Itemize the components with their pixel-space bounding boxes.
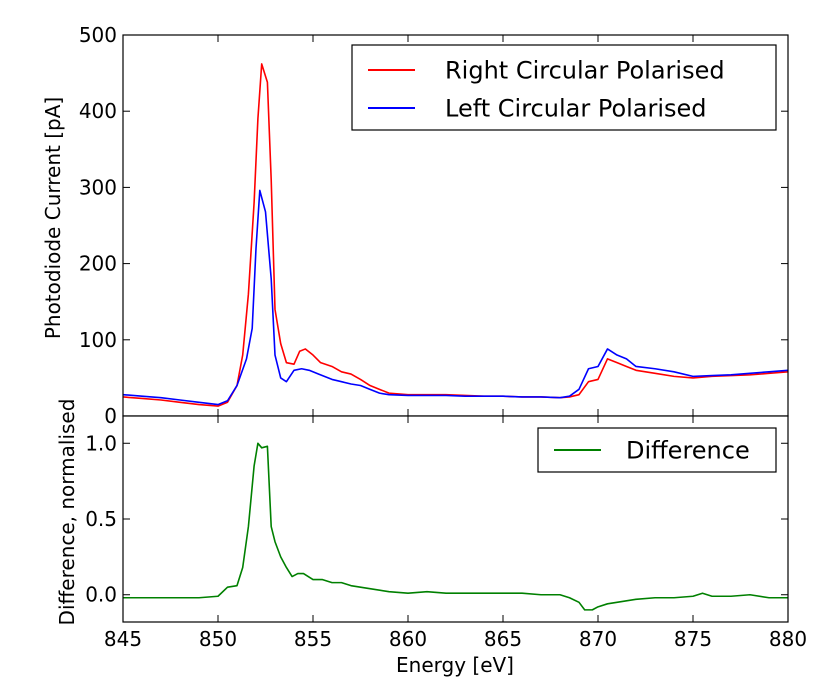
x-axis-title: Energy [eV] (396, 653, 514, 677)
x-tick-label: 865 (484, 627, 522, 651)
x-tick-label: 855 (294, 627, 332, 651)
series-line-right-circular-polarised (122, 63, 789, 407)
top-panel: 0 100 200 300 400 500 Right Circular Polarise… (41, 23, 789, 428)
x-tick-label: 875 (674, 627, 712, 651)
top-legend-box (351, 44, 777, 131)
top-series-lines (122, 63, 789, 407)
bottom-y-ticks: 0.0 0.5 1.0 (85, 431, 788, 607)
bottom-x-ticks: 845 850 855 860 865 870 875 880 (104, 416, 807, 651)
x-tick-label: 850 (199, 627, 237, 651)
bottom-panel: 0.0 0.5 1.0 845 850 855 860 865 870 875 880 Diffe… (55, 399, 807, 677)
top-y-tick-label: 0 (104, 404, 117, 428)
top-y-tick-label: 400 (79, 99, 117, 123)
bottom-y-tick-label: 0.0 (85, 583, 117, 607)
bottom-y-tick-label: 1.0 (85, 431, 117, 455)
legend-label-left-circular: Left Circular Polarised (445, 95, 707, 123)
top-y-axis-title: Photodiode Current [pA] (41, 97, 65, 339)
legend-label-difference: Difference (626, 437, 750, 465)
x-tick-label: 845 (104, 627, 142, 651)
top-y-tick-label: 300 (79, 175, 117, 199)
x-tick-label: 880 (769, 627, 807, 651)
top-y-tick-label: 100 (79, 328, 117, 352)
series-line-difference (123, 442, 788, 611)
bottom-y-tick-label: 0.5 (85, 507, 117, 531)
x-tick-label: 870 (579, 627, 617, 651)
bottom-legend: Difference (537, 427, 777, 473)
top-y-tick-label: 200 (79, 252, 117, 276)
x-tick-label: 860 (389, 627, 427, 651)
bottom-y-axis-title: Difference, normalised (55, 399, 79, 626)
legend-label-right-circular: Right Circular Polarised (445, 57, 725, 85)
top-y-ticks: 0 100 200 300 400 500 (79, 23, 789, 428)
bottom-plot-frame (122, 415, 789, 623)
top-legend: Right Circular Polarised Left Circular P… (351, 44, 777, 131)
bottom-series-lines (123, 442, 788, 611)
series-line-left-circular-polarised (122, 189, 789, 406)
top-y-tick-label: 500 (79, 23, 117, 47)
